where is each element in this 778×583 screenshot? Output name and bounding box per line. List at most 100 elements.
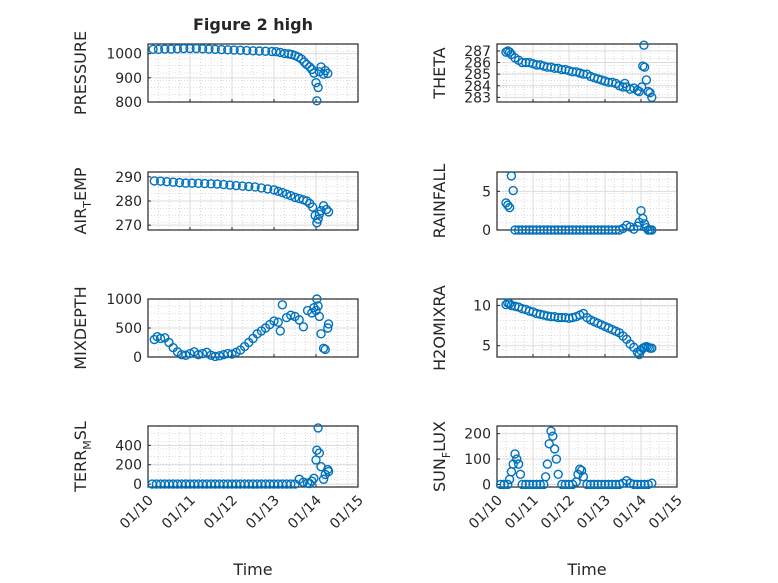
data-point [503, 479, 513, 490]
x-tick-label: 01/13 [574, 493, 614, 533]
y-tick-label: 0 [133, 477, 142, 493]
y-tick-label: 290 [115, 170, 142, 186]
y-tick-label: 283 [464, 90, 491, 106]
x-tick-label: 01/14 [610, 492, 650, 532]
data-point [313, 82, 323, 93]
data-point [607, 225, 617, 235]
y-tick-label: 400 [115, 438, 142, 454]
y-tick-label: 500 [115, 321, 142, 337]
data-point [314, 311, 325, 322]
data-point [223, 45, 233, 55]
data-point [513, 459, 524, 469]
y-tick-label: 5 [482, 184, 491, 200]
y-axis-label: MIXDEPTH [71, 286, 90, 369]
data-point [214, 351, 225, 361]
data-point [600, 225, 610, 235]
data-point [542, 311, 553, 321]
x-tick-label: 01/12 [201, 493, 241, 533]
data-point [546, 225, 556, 235]
data-point [647, 225, 657, 235]
data-point [564, 225, 574, 235]
data-point [244, 181, 254, 192]
data-point [560, 312, 571, 323]
data-point [323, 207, 334, 217]
data-point [535, 225, 545, 235]
data-point [503, 200, 513, 210]
data-point [181, 350, 191, 360]
data-point [191, 43, 202, 54]
data-point [578, 225, 589, 235]
data-point [204, 44, 214, 54]
data-point [193, 349, 204, 360]
data-point [193, 178, 204, 189]
data-point [499, 479, 509, 490]
x-tick-label: 01/15 [327, 493, 367, 533]
panel-h2omixra: 5 10 H2OMIXRA [430, 285, 678, 371]
data-point [312, 294, 322, 304]
data-point [210, 351, 220, 362]
data-point [544, 439, 554, 449]
x-axis-label: Time [566, 560, 606, 579]
data-point [256, 183, 267, 193]
data-point [517, 225, 527, 235]
data-point [302, 196, 312, 206]
data-point [647, 92, 657, 103]
figure-title: Figure 2 high [193, 15, 313, 34]
data-point [162, 176, 172, 187]
x-tick-label: 01/12 [538, 493, 578, 533]
panel-pressure: 800 900 1000 PRESSURE Figure 2 high [71, 15, 359, 115]
x-tick-label: 01/13 [243, 493, 283, 533]
data-point [273, 186, 283, 197]
data-point [582, 225, 592, 235]
data-point [593, 479, 603, 490]
data-point [553, 312, 563, 323]
data-point [531, 225, 542, 235]
y-tick-label: 5 [482, 339, 491, 355]
data-point [553, 225, 563, 235]
data-point [637, 82, 647, 92]
data-point [231, 180, 241, 191]
data-point [542, 225, 553, 235]
data-point [501, 299, 511, 310]
data-point [277, 187, 288, 198]
data-point [313, 423, 323, 433]
data-point [323, 68, 333, 79]
data-point [576, 465, 587, 476]
x-tick-label: 01/15 [646, 493, 686, 533]
y-tick-label: 900 [115, 71, 142, 87]
data-point [318, 343, 329, 353]
data-point [241, 45, 252, 56]
data-point [504, 202, 515, 213]
data-point [629, 479, 639, 490]
y-tick-label: 284 [464, 79, 491, 95]
data-point [515, 469, 526, 479]
data-point [250, 182, 260, 192]
data-point [149, 176, 160, 186]
data-point [567, 225, 578, 235]
data-point [589, 479, 599, 490]
data-point [227, 349, 237, 359]
data-point [607, 479, 617, 490]
data-point [596, 479, 607, 490]
data-point [210, 44, 220, 55]
y-tick-label: 800 [115, 95, 142, 111]
data-point [318, 474, 329, 484]
data-point [309, 68, 319, 78]
data-point [313, 214, 323, 224]
data-point [517, 57, 527, 68]
data-point [540, 472, 551, 482]
data-point [206, 179, 216, 189]
x-axis-label: Time [232, 560, 272, 579]
data-point [286, 190, 296, 201]
data-point [229, 45, 239, 55]
data-point [302, 59, 312, 70]
data-point [513, 225, 524, 235]
data-point [524, 479, 535, 490]
data-point [160, 44, 170, 54]
data-point [225, 180, 235, 190]
data-point [578, 472, 589, 482]
data-point [172, 44, 183, 54]
data-point [531, 479, 542, 490]
data-point [512, 454, 522, 464]
